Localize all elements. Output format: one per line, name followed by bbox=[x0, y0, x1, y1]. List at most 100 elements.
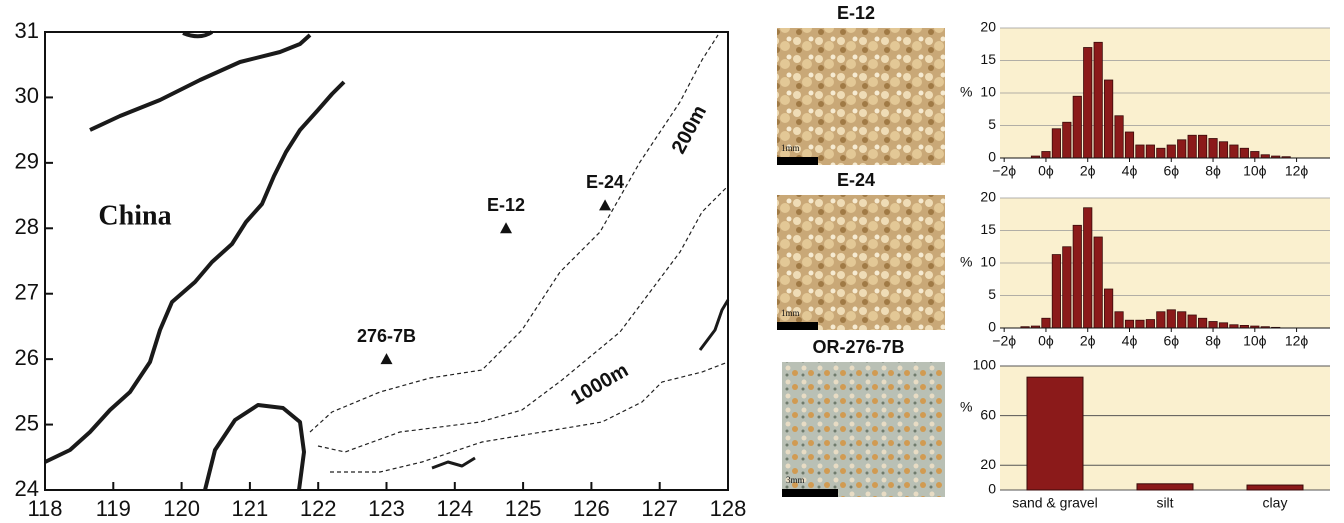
bar bbox=[1062, 121, 1072, 159]
x-tick-label: 124 bbox=[436, 496, 473, 521]
bar bbox=[1104, 79, 1114, 159]
x-tick-label: 2ϕ bbox=[1080, 163, 1096, 179]
x-tick-label: 123 bbox=[368, 496, 405, 521]
scale-bar bbox=[782, 489, 838, 497]
bar bbox=[1187, 134, 1197, 159]
bar bbox=[1026, 376, 1084, 491]
station-marker bbox=[380, 353, 393, 365]
bar bbox=[1135, 319, 1145, 329]
bar bbox=[1229, 144, 1239, 159]
x-tick-label: 120 bbox=[163, 496, 200, 521]
scale-bar bbox=[777, 157, 818, 165]
y-tick-label: 10 bbox=[980, 254, 996, 270]
x-tick-label: sand & gravel bbox=[1012, 495, 1098, 511]
bar bbox=[1177, 311, 1187, 329]
bar bbox=[1218, 141, 1229, 159]
bar bbox=[1177, 139, 1187, 159]
sample-photo bbox=[777, 195, 945, 330]
bar bbox=[1083, 47, 1093, 159]
bar bbox=[1198, 317, 1208, 329]
station-label: E-12 bbox=[487, 195, 525, 215]
bar bbox=[1051, 128, 1061, 159]
y-tick-label: 5 bbox=[988, 116, 996, 132]
bar bbox=[1135, 144, 1145, 159]
x-tick-label: 4ϕ bbox=[1122, 163, 1138, 179]
bar bbox=[1250, 151, 1260, 159]
y-tick-label: 20 bbox=[980, 456, 996, 472]
bar bbox=[1083, 207, 1093, 329]
bar bbox=[1156, 147, 1166, 159]
y-tick-label: 20 bbox=[980, 189, 996, 205]
y-tick-label: 24 bbox=[15, 476, 39, 501]
y-tick-label: 10 bbox=[980, 84, 996, 100]
y-tick-label: 30 bbox=[15, 83, 39, 108]
bar bbox=[1166, 144, 1176, 159]
bar bbox=[1198, 134, 1208, 159]
annotation: China bbox=[98, 200, 171, 231]
y-tick-label: 28 bbox=[15, 214, 39, 239]
x-tick-label: 122 bbox=[300, 496, 337, 521]
y-tick-label: 60 bbox=[980, 406, 996, 422]
x-tick-label: 121 bbox=[232, 496, 269, 521]
station-label: E-24 bbox=[586, 172, 624, 192]
x-tick-label: 10ϕ bbox=[1243, 333, 1267, 349]
annotation: 1000m bbox=[567, 359, 632, 409]
y-tick-label: 27 bbox=[15, 280, 39, 305]
map-geography bbox=[44, 30, 730, 491]
bar bbox=[1072, 95, 1082, 159]
bar bbox=[1093, 236, 1103, 329]
x-tick-label: 126 bbox=[573, 496, 610, 521]
bar bbox=[1145, 144, 1155, 159]
station-marker bbox=[500, 222, 513, 234]
x-tick-label: 128 bbox=[710, 496, 747, 521]
x-tick-label: 8ϕ bbox=[1205, 333, 1221, 349]
bar bbox=[1051, 254, 1061, 329]
y-tick-label: 31 bbox=[15, 18, 39, 43]
x-tick-label: 0ϕ bbox=[1038, 333, 1054, 349]
y-tick-label: 0 bbox=[988, 481, 996, 497]
y-tick-label: 25 bbox=[15, 410, 39, 435]
y-axis-label: % bbox=[960, 84, 972, 100]
x-tick-label: 119 bbox=[96, 496, 131, 521]
x-tick-label: 10ϕ bbox=[1243, 163, 1267, 179]
sample-photo bbox=[782, 362, 945, 497]
y-tick-label: 26 bbox=[15, 345, 39, 370]
scale-bar bbox=[777, 322, 818, 330]
y-tick-label: 15 bbox=[980, 51, 996, 67]
bar bbox=[1156, 311, 1166, 329]
bar bbox=[1239, 147, 1249, 159]
x-tick-label: −2ϕ bbox=[992, 333, 1016, 349]
bar bbox=[1114, 311, 1124, 329]
x-tick-label: 12ϕ bbox=[1285, 333, 1309, 349]
x-tick-label: −2ϕ bbox=[992, 163, 1016, 179]
x-tick-label: 6ϕ bbox=[1163, 163, 1179, 179]
bar bbox=[1104, 288, 1114, 329]
bar bbox=[1166, 309, 1176, 329]
scale-label: 1mm bbox=[781, 308, 800, 318]
bar bbox=[1124, 319, 1135, 329]
photo-title: E-24 bbox=[837, 170, 875, 190]
y-tick-label: 29 bbox=[15, 149, 39, 174]
bar bbox=[1114, 115, 1124, 159]
station-marker bbox=[599, 199, 612, 211]
x-tick-label: 8ϕ bbox=[1205, 163, 1221, 179]
x-tick-label: 6ϕ bbox=[1163, 333, 1179, 349]
x-tick-label: 118 bbox=[27, 496, 62, 521]
x-tick-label: 0ϕ bbox=[1038, 163, 1054, 179]
y-tick-label: 0 bbox=[988, 319, 996, 335]
bar bbox=[1208, 321, 1218, 329]
bar bbox=[1041, 317, 1051, 329]
scale-label: 3mm bbox=[786, 475, 805, 485]
bar bbox=[1218, 322, 1229, 329]
x-tick-label: 127 bbox=[641, 496, 678, 521]
bar bbox=[1072, 224, 1082, 329]
x-tick-label: 12ϕ bbox=[1285, 163, 1309, 179]
x-tick-label: 125 bbox=[505, 496, 542, 521]
bar bbox=[1187, 314, 1197, 329]
bar bbox=[1145, 319, 1155, 329]
plot-frame bbox=[44, 31, 729, 491]
bar bbox=[1136, 483, 1194, 491]
bar bbox=[1246, 484, 1304, 491]
bar bbox=[1062, 246, 1072, 329]
